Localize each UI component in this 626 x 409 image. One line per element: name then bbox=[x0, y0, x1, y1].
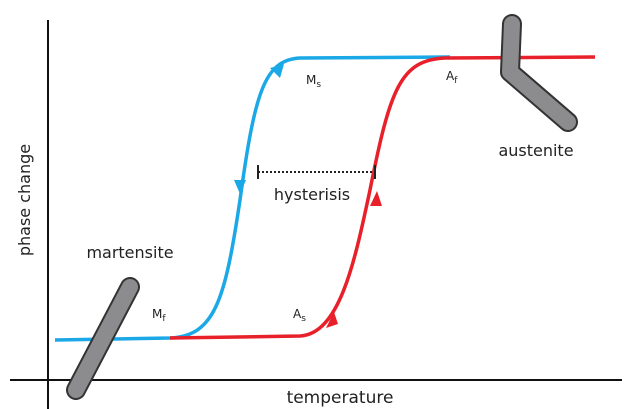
point-label: Ms bbox=[306, 73, 321, 90]
point-main: M bbox=[152, 307, 162, 321]
point-sub: f bbox=[162, 314, 166, 324]
point-sub: s bbox=[301, 314, 306, 324]
x-axis-label: temperature bbox=[287, 388, 394, 408]
diagram: phase change temperature hysterisis Ms A… bbox=[0, 0, 626, 409]
point-main: M bbox=[306, 73, 316, 87]
arrow bbox=[234, 180, 246, 194]
austenite-label: austenite bbox=[498, 141, 573, 160]
point-label: Af bbox=[446, 69, 458, 86]
austenite-rod bbox=[510, 24, 568, 122]
y-axis-label: phase change bbox=[15, 144, 34, 256]
hysteresis-label: hysterisis bbox=[274, 185, 350, 204]
martensite-label: martensite bbox=[86, 243, 173, 262]
arrow bbox=[370, 191, 382, 206]
point-sub: s bbox=[316, 80, 321, 90]
point-label: Mf bbox=[152, 307, 166, 324]
point-sub: f bbox=[454, 76, 458, 86]
point-label: As bbox=[293, 307, 306, 324]
